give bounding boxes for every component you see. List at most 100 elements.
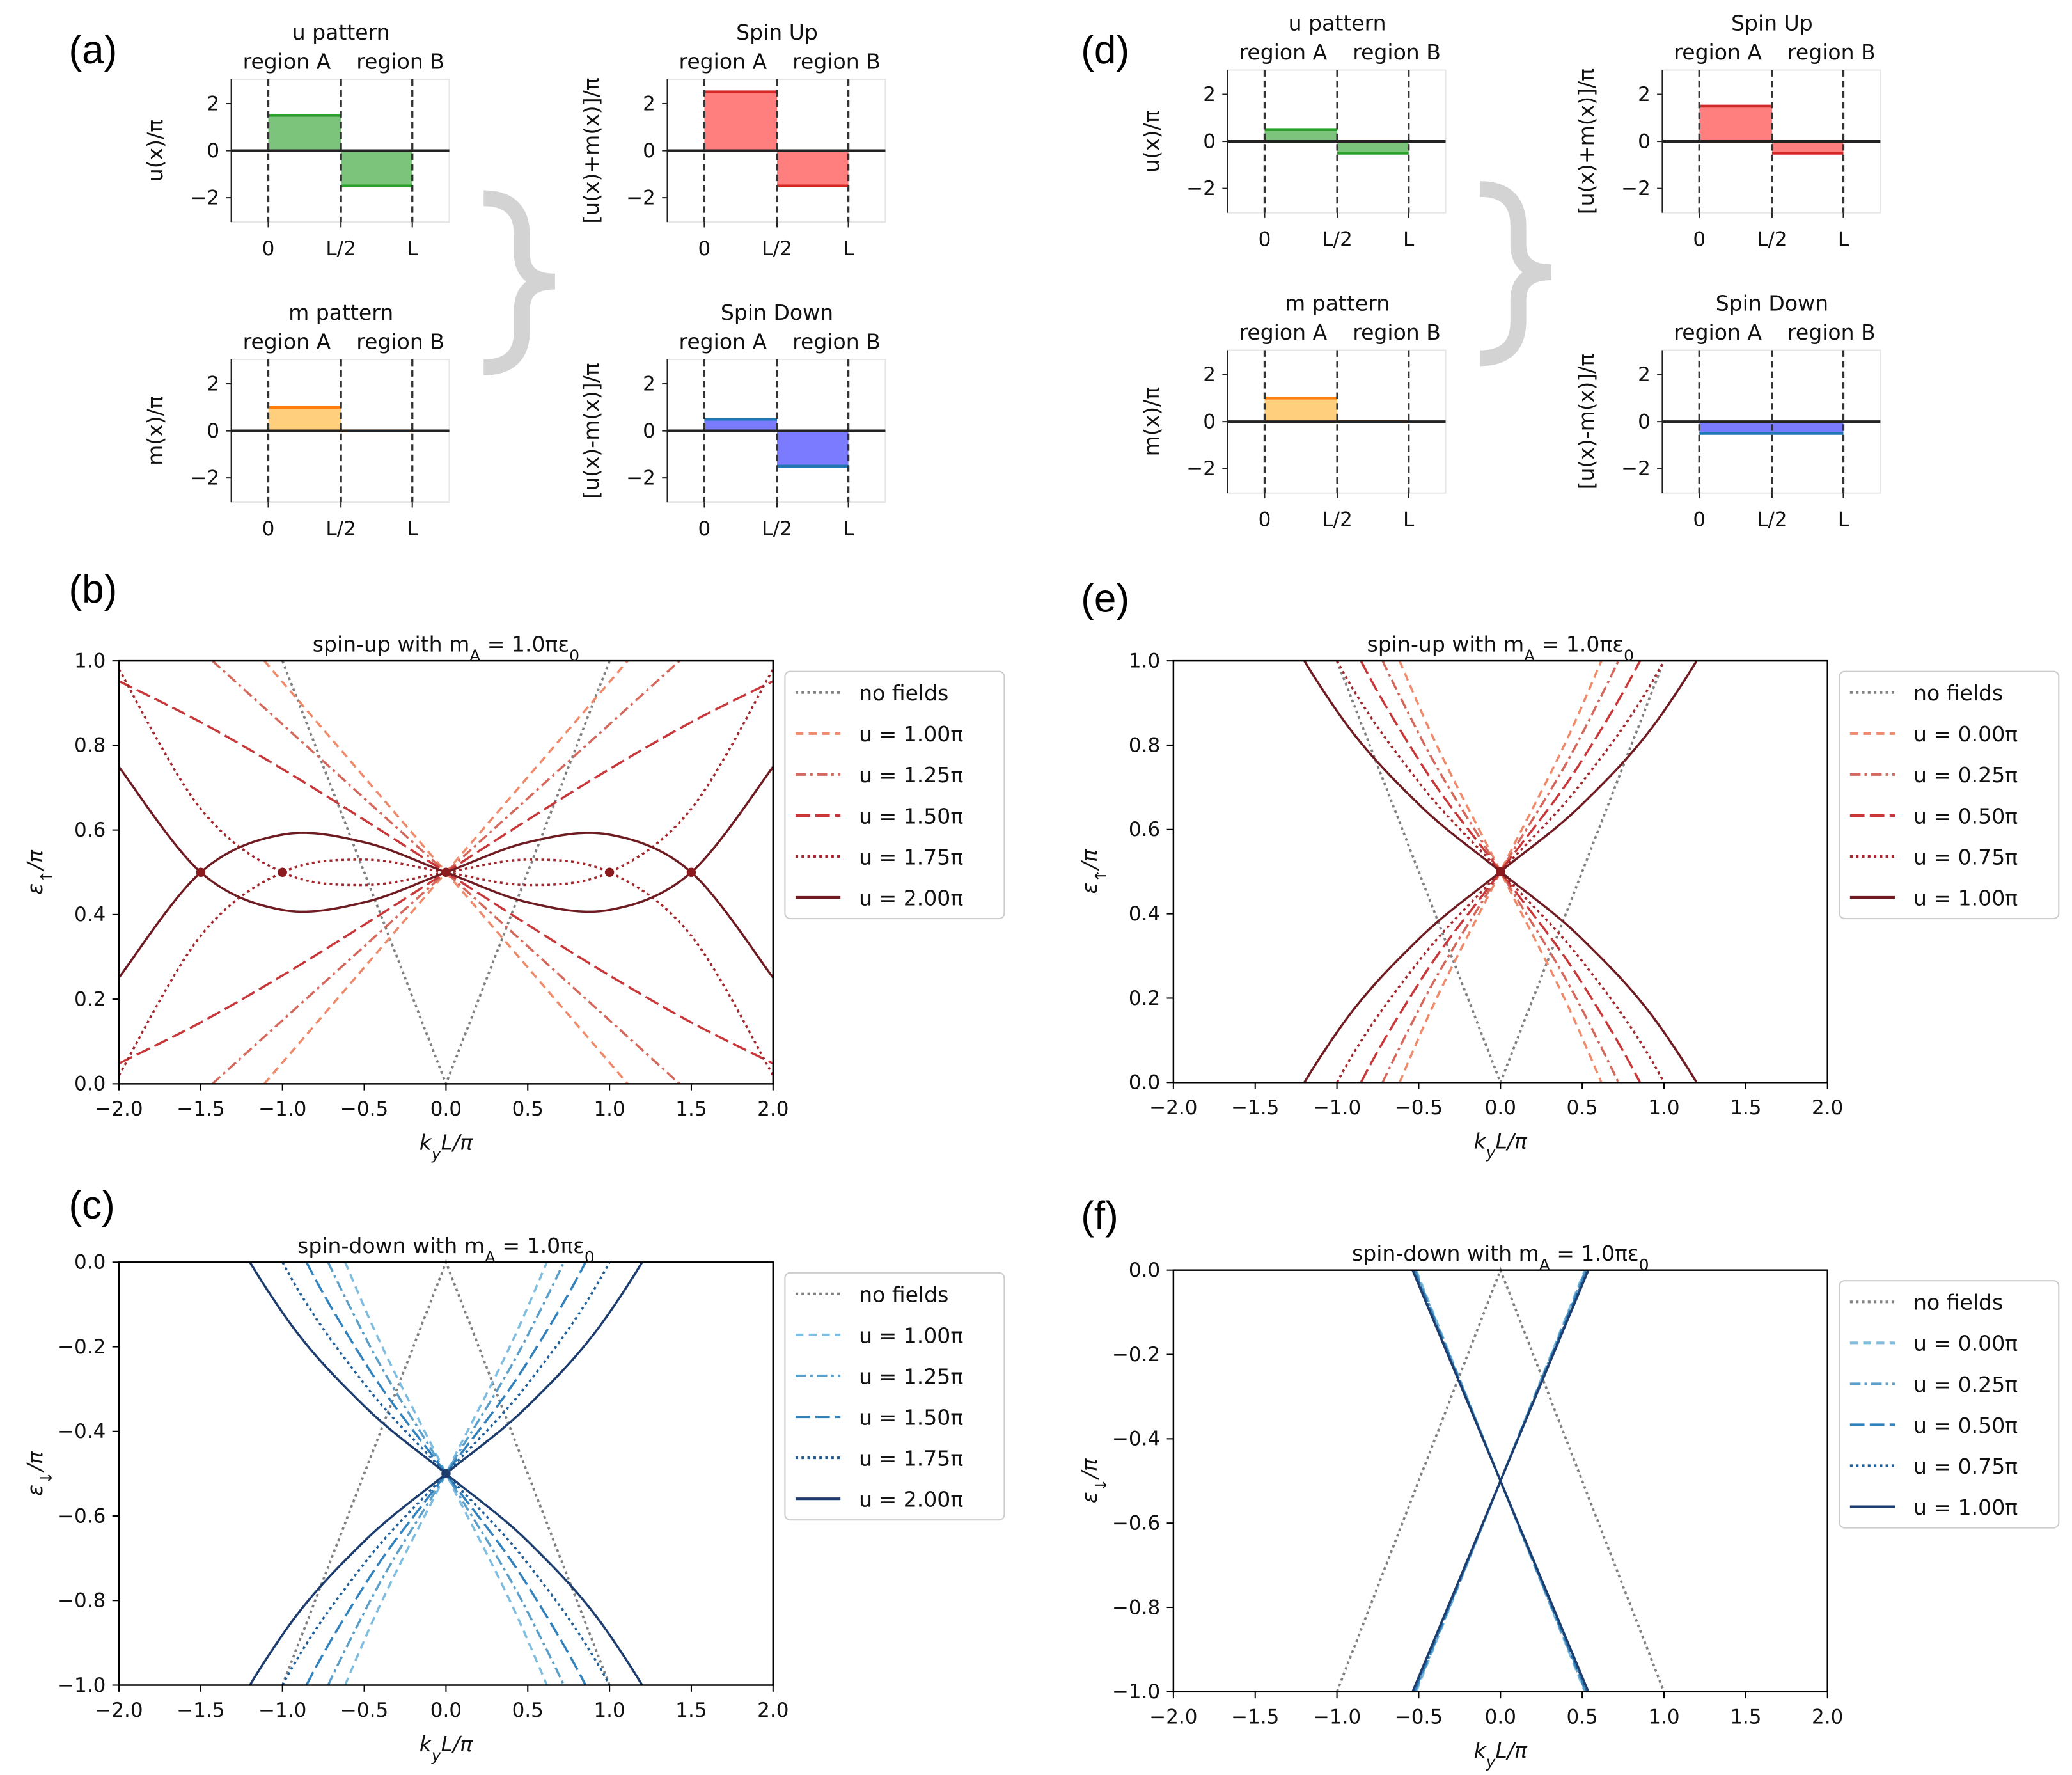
legend-label: u = 1.25π [859,762,963,787]
bar-region-B [1337,141,1409,154]
x-tick-label: −0.5 [1395,1705,1443,1728]
y-tick-label: −2 [190,186,219,209]
y-tick-label: −0.4 [1112,1428,1160,1451]
x-tick-label: L [1838,228,1849,251]
legend-box [1839,670,2060,920]
y-axis-label: [u(x)+m(x)]/π [579,77,604,223]
x-tick-label: −2.0 [95,1098,143,1121]
y-tick-label: 0.2 [74,988,106,1011]
dispersion-plot-b: −2.0 −1.5 −1.0 −0.5 0.0 0.5 1.0 1.5 2.0 0.0 0.2 0.4… [22,632,1005,1163]
y-axis-label: ε↑/π [1077,849,1110,894]
legend-label: no fields [859,1282,948,1307]
y-tick-label: 0.6 [74,819,106,842]
x-tick-label: L [843,517,854,540]
x-tick-label: −1.0 [1313,1096,1361,1119]
x-tick-label: 1.5 [1730,1096,1761,1119]
pattern-panel-d-down: 0 L/2 L 2 0 −2 Spin Down region A region B [u(x)-… [1574,291,1881,531]
chart-title: spin-down with mA = 1.0πε0 [1352,1241,1649,1274]
region-b-label: region B [356,49,444,74]
y-tick-label: −2 [1621,177,1651,200]
panel-title: Spin Up [736,20,818,45]
region-a-label: region A [243,49,331,74]
crossing-marker [441,1469,451,1479]
panel-title: Spin Down [721,300,833,325]
x-tick-label: L [843,237,854,260]
legend-label: u = 1.00π [1913,1495,2018,1520]
y-tick-label: 0.8 [1129,734,1160,757]
y-tick-label: 2 [1203,363,1216,386]
y-axis-label: ε↓/π [1077,1458,1110,1503]
crossing-marker [604,867,615,877]
bar-region-B [777,430,849,466]
y-tick-label: 0 [207,139,219,162]
x-tick-label: −1.5 [177,1098,224,1121]
chart-title: spin-down with mA = 1.0πε0 [297,1233,594,1266]
y-tick-label: 0 [1638,130,1651,153]
bar-region-B [341,150,412,186]
y-axis-label: m(x)/π [1139,387,1164,457]
legend-label: u = 0.75π [1913,844,2018,869]
x-tick-label: 0 [262,237,275,260]
series-line-3 [1360,660,1642,1084]
x-tick-label: 0.0 [430,1699,462,1722]
legend-label: u = 1.75π [859,1446,963,1471]
panel-label-a: (a) [68,28,117,72]
region-b-label: region B [1787,40,1876,65]
region-a-label: region A [1674,40,1762,65]
crossing-marker [1496,867,1505,876]
x-tick-label: 0 [1693,228,1706,251]
brace-icon [483,190,556,375]
y-tick-label: −0.2 [1112,1343,1160,1366]
x-tick-label: 0 [262,517,275,540]
y-tick-label: 0 [643,420,655,443]
y-tick-label: 0.4 [1129,903,1160,926]
y-axis-label: u(x)/π [143,120,168,182]
region-a-label: region A [1239,40,1328,65]
y-tick-label: −0.8 [58,1590,106,1613]
legend-label: no fields [1913,1290,2003,1315]
x-tick-label: −2.0 [1149,1096,1197,1119]
legend-box [1839,1280,2060,1529]
x-tick-label: L/2 [326,237,356,260]
bar-region-A [704,91,778,151]
legend-label: u = 0.50π [1913,1413,2018,1438]
x-tick-label: 0.5 [512,1699,544,1722]
x-tick-label: 0 [1259,228,1271,251]
y-tick-label: −2 [190,466,219,489]
pattern-panel-a-u: 0 L/2 L 2 0 −2 u pattern region A region B u(x)/π [143,20,450,260]
legend-box [784,670,1005,920]
y-tick-label: 2 [643,372,655,395]
legend-label: u = 1.50π [859,1405,963,1430]
region-b-label: region B [1353,40,1441,65]
y-tick-label: −2 [1186,457,1216,480]
y-axis-label: u(x)/π [1139,110,1164,172]
panel-label-c: (c) [68,1183,114,1227]
crossing-marker [196,867,206,877]
y-tick-label: −0.2 [58,1336,106,1359]
x-tick-label: 0.0 [1485,1096,1516,1119]
x-tick-label: 1.0 [593,1699,625,1722]
y-tick-label: 0.0 [74,1073,106,1096]
x-tick-label: −1.0 [258,1098,306,1121]
bar-region-A [704,419,778,431]
panel-title: u pattern [1289,11,1386,36]
y-axis-label: [u(x)-m(x)]/π [579,363,604,499]
dispersion-plot-f: −2.0 −1.5 −1.0 −0.5 0.0 0.5 1.0 1.5 2.0 0.0 −0.2 −0… [1077,1241,2060,1771]
x-tick-label: L/2 [1757,508,1787,531]
bar-region-B [1771,422,1844,434]
y-tick-label: −0.6 [1112,1512,1160,1535]
legend-label: u = 1.00π [1913,885,2018,910]
panel-title: m pattern [288,300,393,325]
panel-label-b: (b) [68,567,117,611]
legend: no fields u = 0.00π u = 0.25π u = 0.50π u = … [1839,1280,2060,1529]
plots: 0 L/2 L 2 0 −2 u pattern region A region B u(x)/π… [22,11,2060,1771]
y-tick-label: 2 [643,92,655,115]
series-line-1 [344,1261,548,1686]
x-tick-label: L [1838,508,1849,531]
x-tick-label: −1.5 [1231,1705,1279,1728]
region-b-label: region B [792,49,881,74]
y-tick-label: −1.0 [1112,1680,1160,1703]
legend-label: u = 1.25π [859,1364,963,1389]
y-tick-label: 0.2 [1129,987,1160,1010]
